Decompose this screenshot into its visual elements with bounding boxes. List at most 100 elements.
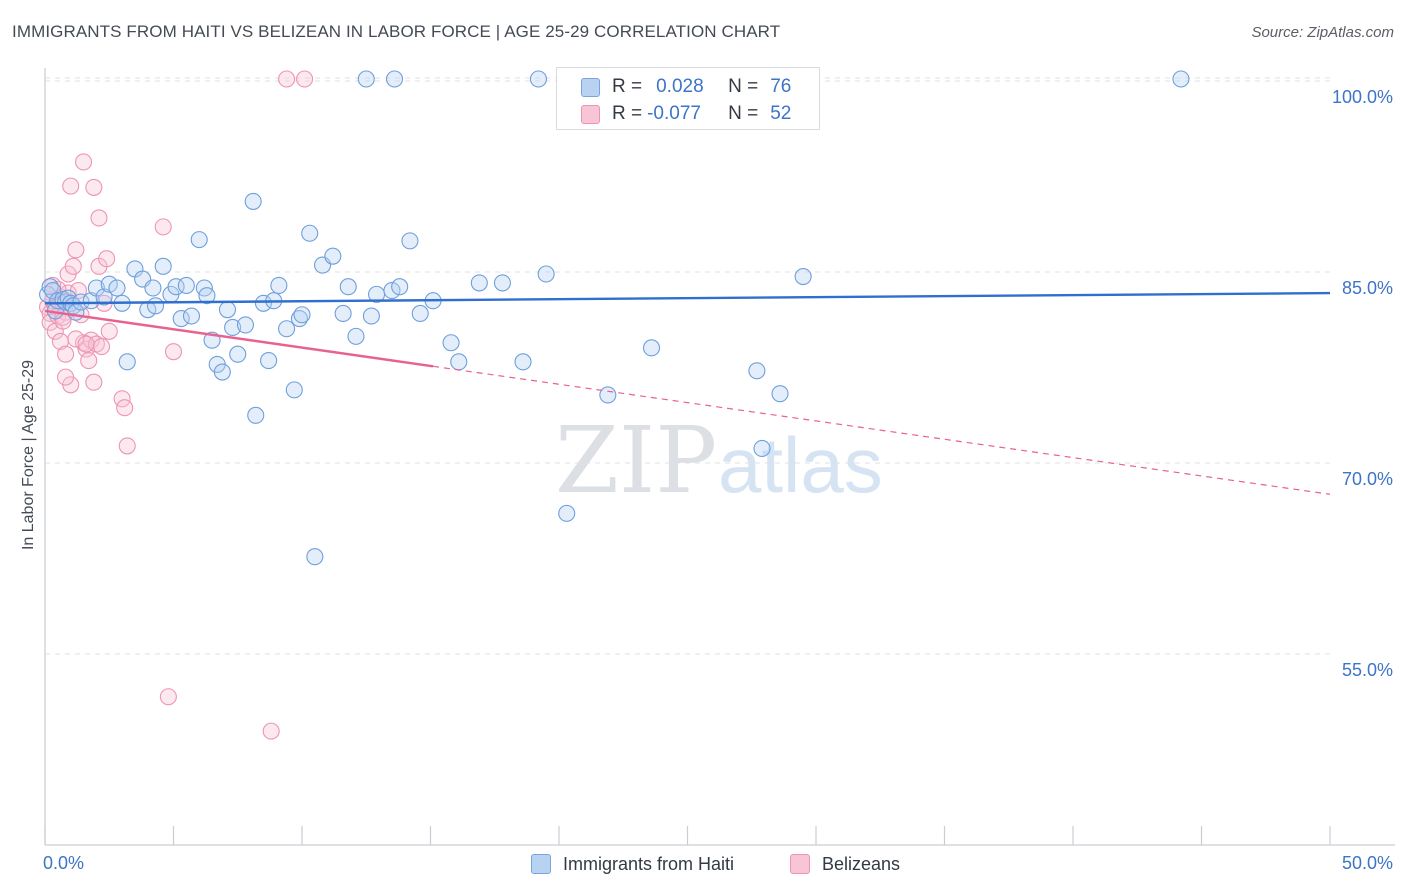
- haiti-point: [229, 345, 247, 363]
- haiti-point: [100, 275, 118, 293]
- x-tick-label-max: 50.0%: [1342, 853, 1393, 873]
- haiti-point: [357, 70, 375, 88]
- haiti-point: [244, 192, 262, 210]
- legend-row-haiti: R = 0.028 N = 76: [581, 75, 791, 99]
- belize-point: [57, 368, 75, 386]
- y-tick-label: 100.0%: [1332, 87, 1393, 107]
- haiti-point: [270, 276, 288, 295]
- belize-point: [77, 335, 95, 353]
- haiti-point: [260, 352, 278, 370]
- belize-point: [98, 250, 116, 268]
- haiti-point: [213, 363, 231, 381]
- x-tick-label-min: 0.0%: [43, 853, 84, 873]
- haiti-point: [385, 70, 404, 88]
- belize-swatch: [581, 104, 600, 124]
- haiti-point: [450, 353, 468, 371]
- haiti-swatch: [581, 77, 600, 97]
- belize-point: [164, 343, 183, 361]
- belize-point: [80, 352, 98, 370]
- source-credit: Source: ZipAtlas.com: [1251, 24, 1394, 41]
- haiti-point: [753, 439, 771, 457]
- haiti-point: [324, 247, 342, 265]
- haiti-point: [771, 385, 789, 403]
- belize-point: [67, 241, 85, 259]
- haiti-point: [108, 279, 126, 297]
- haiti-trend-line: [44, 291, 1331, 305]
- haiti-point: [529, 70, 547, 88]
- haiti-point: [391, 278, 409, 296]
- n-label: N =: [728, 103, 759, 124]
- chart-title: IMMIGRANTS FROM HAITI VS BELIZEAN IN LAB…: [12, 22, 781, 41]
- watermark-atlas: atlas: [718, 421, 883, 509]
- haiti-point: [748, 362, 766, 380]
- haiti-point: [306, 548, 324, 566]
- belize-point: [64, 257, 82, 275]
- belize-point: [159, 688, 177, 706]
- haiti-point: [493, 274, 512, 292]
- correlation-legend: R = 0.028 N = 76 R = -0.077 N = 52: [556, 67, 820, 130]
- belize-point: [118, 437, 136, 455]
- legend-row-belize: R = -0.077 N = 52: [581, 102, 791, 126]
- belize-point: [67, 330, 85, 348]
- haiti-point: [1172, 70, 1190, 88]
- r-label: R =: [612, 103, 643, 124]
- haiti-point: [190, 231, 208, 249]
- haiti-point: [347, 327, 365, 345]
- haiti-point: [247, 406, 265, 424]
- belize-trend-line-dashed: [432, 365, 1331, 495]
- belize-point: [75, 153, 93, 171]
- r-label: R =: [612, 76, 643, 97]
- belize-point: [62, 177, 80, 195]
- haiti-point: [794, 267, 812, 286]
- belize-r-value: -0.077: [647, 103, 701, 124]
- haiti-r-value: 0.028: [656, 76, 704, 97]
- haiti-point: [293, 306, 311, 324]
- belize-trend-line: [44, 309, 434, 368]
- watermark-zip: ZIP: [555, 407, 717, 514]
- bottom-legend-belize: Belizeans: [790, 851, 900, 877]
- haiti-point: [144, 279, 162, 297]
- belize-n-value: 52: [770, 103, 792, 124]
- haiti-n-value: 76: [770, 76, 792, 97]
- haiti-point: [177, 276, 195, 295]
- haiti-point: [95, 288, 113, 306]
- belize-point: [90, 209, 108, 227]
- haiti-point: [401, 232, 419, 250]
- haiti-point: [411, 304, 429, 323]
- haiti-point: [642, 339, 661, 357]
- belize-point: [92, 338, 111, 356]
- haiti-point: [339, 278, 357, 296]
- belize-point: [296, 70, 314, 88]
- belize-point: [262, 722, 280, 740]
- haiti-point: [470, 274, 488, 292]
- belize-point: [154, 218, 172, 236]
- haiti-point: [254, 294, 273, 312]
- haiti-point: [558, 504, 576, 522]
- belize-legend-swatch: [790, 854, 810, 874]
- haiti-point: [182, 307, 201, 325]
- haiti-point: [301, 224, 319, 242]
- haiti-point: [198, 287, 216, 305]
- haiti-point: [599, 386, 617, 404]
- y-tick-label: 70.0%: [1342, 469, 1393, 489]
- belize-point: [57, 345, 75, 363]
- belize-legend-label: Belizeans: [822, 853, 901, 874]
- n-label: N =: [728, 76, 759, 97]
- haiti-legend-label: Immigrants from Haiti: [563, 853, 735, 874]
- haiti-point: [537, 265, 555, 283]
- haiti-point: [154, 257, 172, 275]
- y-tick-label: 55.0%: [1342, 660, 1393, 680]
- haiti-legend-swatch: [531, 854, 551, 874]
- haiti-point: [236, 316, 255, 334]
- haiti-point: [146, 297, 165, 315]
- belize-point: [278, 70, 296, 88]
- haiti-point: [172, 310, 190, 328]
- haiti-point: [442, 334, 460, 352]
- haiti-point: [82, 292, 100, 310]
- belize-point: [100, 322, 118, 340]
- bottom-legend-haiti: Immigrants from Haiti: [531, 851, 734, 877]
- belize-point: [85, 178, 103, 196]
- haiti-point: [278, 320, 296, 338]
- haiti-point: [334, 304, 352, 323]
